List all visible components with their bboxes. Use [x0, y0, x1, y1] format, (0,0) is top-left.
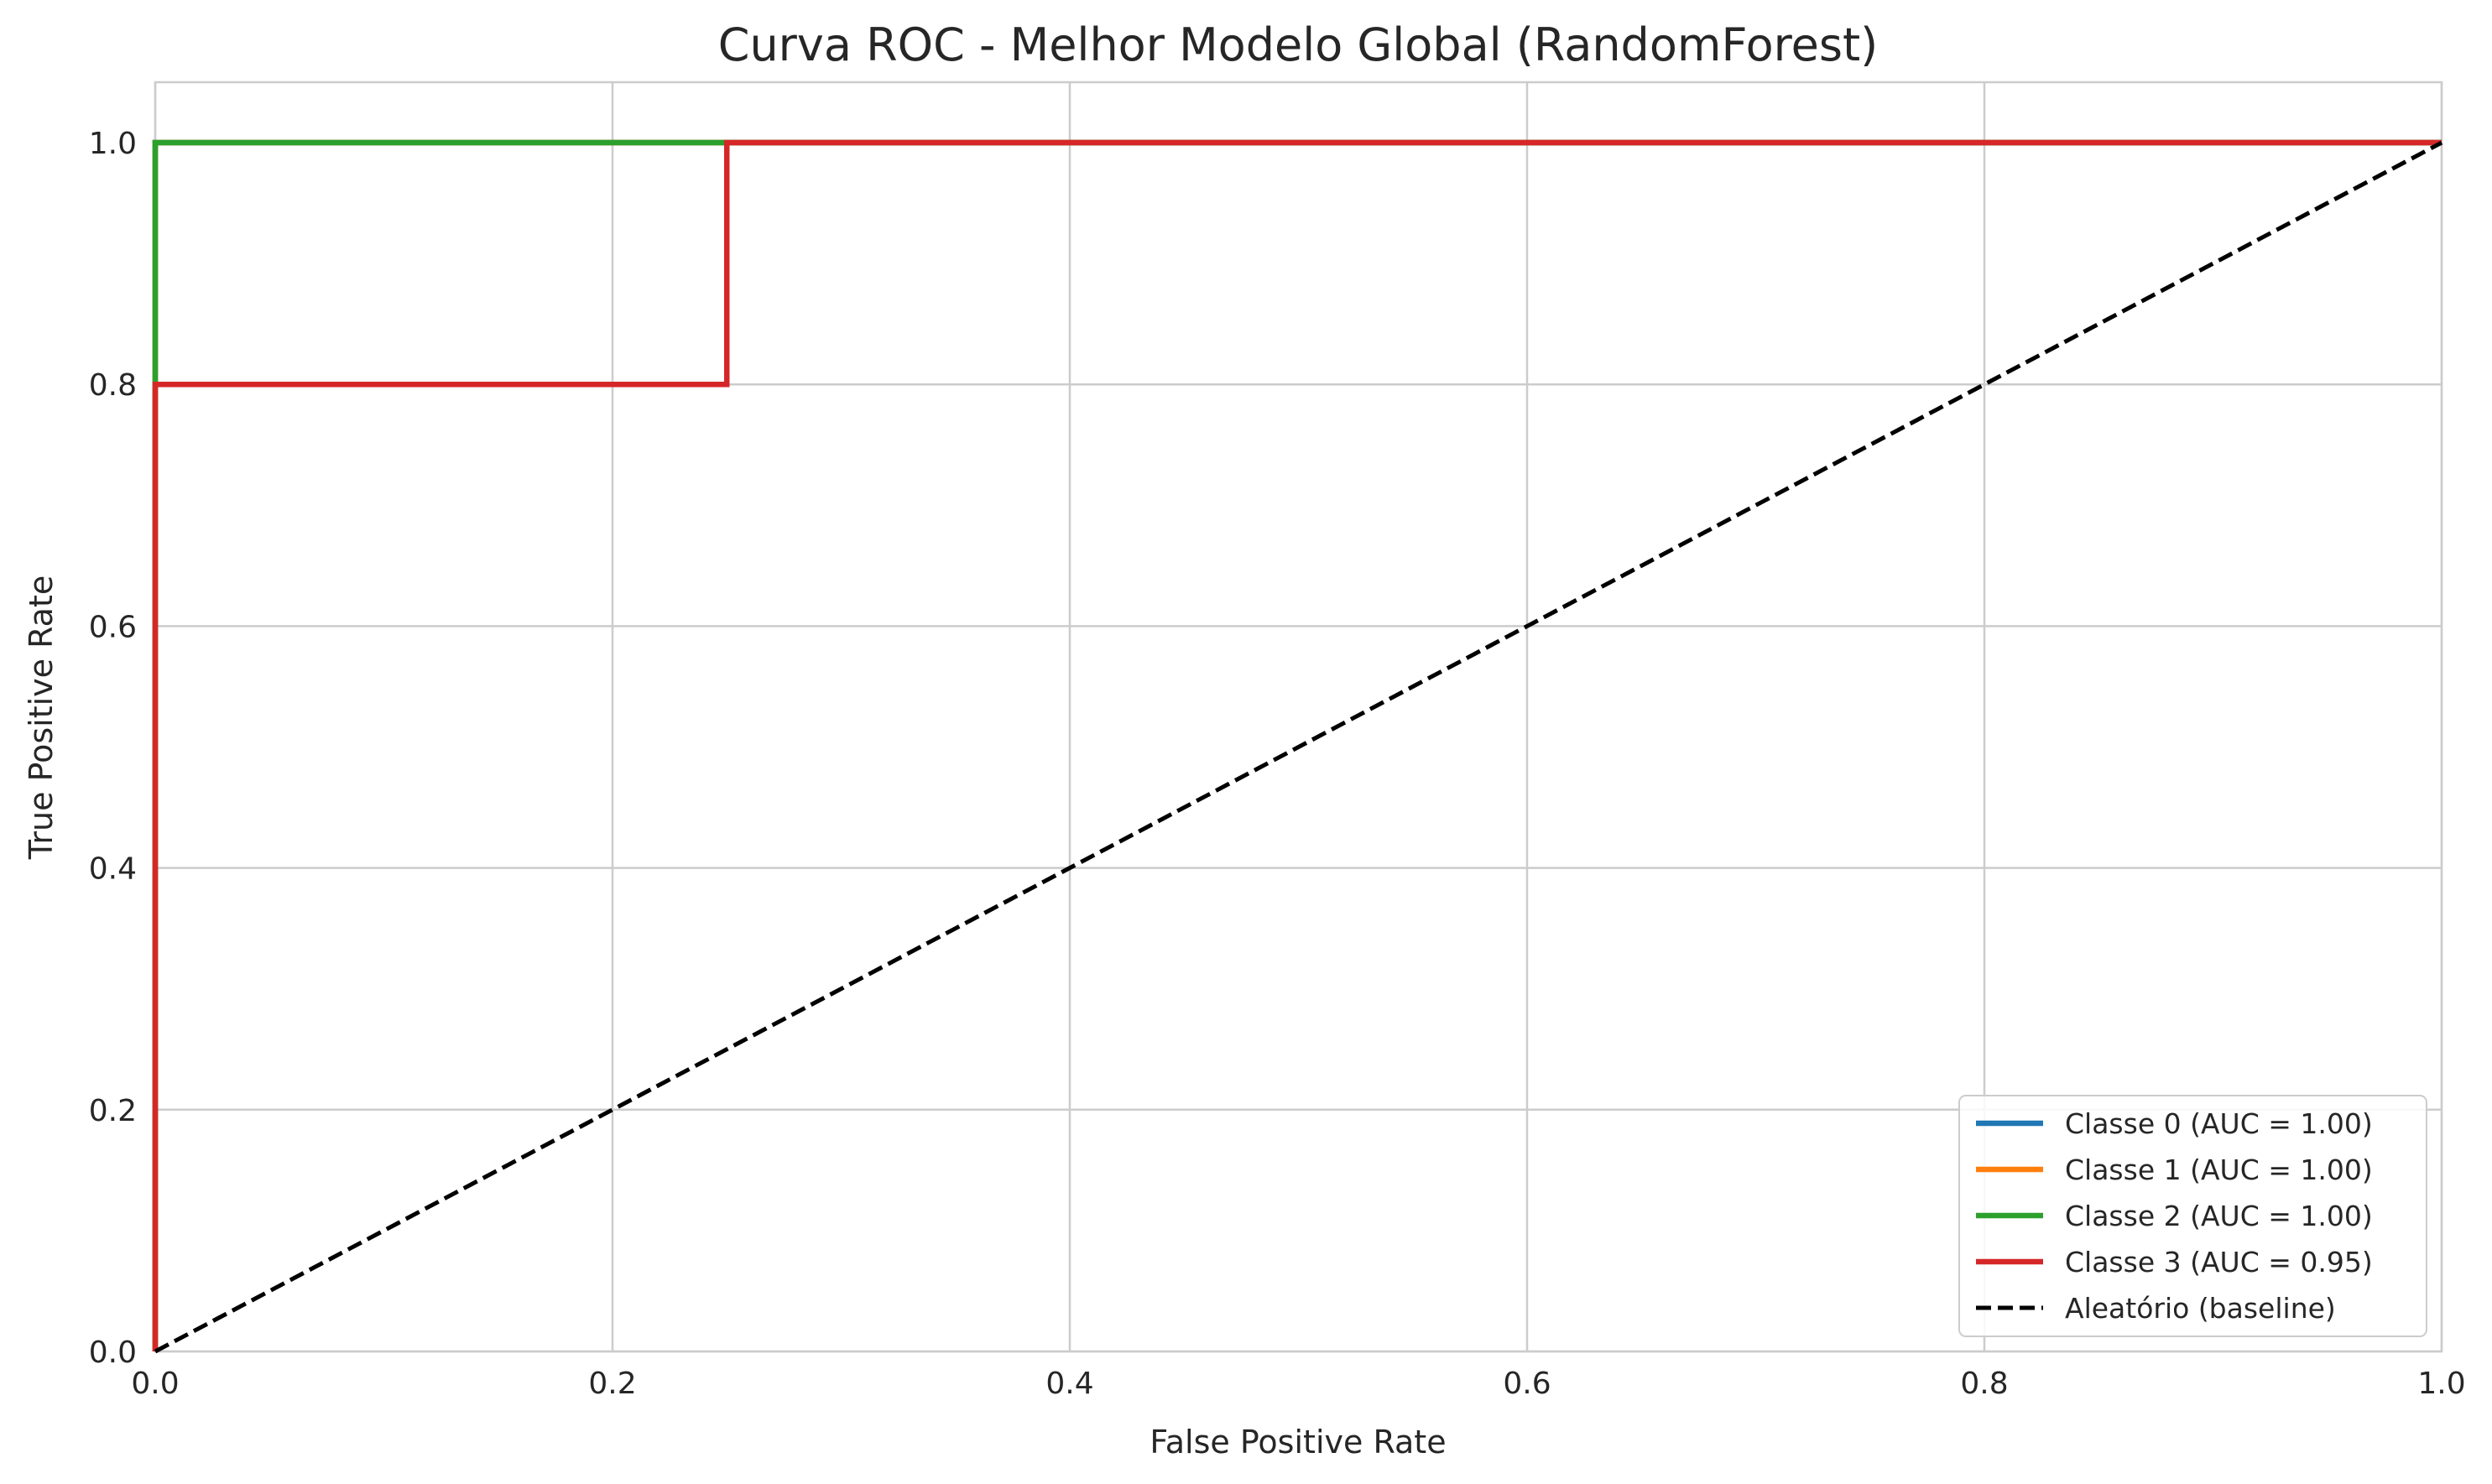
tick-labels: 0.0 0.2 0.4 0.6 0.8 1.0 0.0 0.2 0.4 0.6 0.8 1.0 [89, 127, 2466, 1401]
y-tick-label: 0.6 [89, 610, 137, 644]
chart-title: Curva ROC - Melhor Modelo Global (Random… [718, 18, 1879, 71]
series-layer [152, 139, 2443, 1354]
y-tick-label: 0.2 [89, 1094, 137, 1128]
legend-items: Classe 0 (AUC = 1.00) Classe 1 (AUC = 1.0… [1976, 1107, 2373, 1325]
legend: Classe 0 (AUC = 1.00) Classe 1 (AUC = 1.0… [1958, 1095, 2427, 1337]
x-tick-label: 1.0 [2417, 1367, 2465, 1401]
y-tick-label: 0.4 [89, 852, 137, 887]
series-line-4 [154, 140, 2443, 1354]
x-axis-label: False Positive Rate [1150, 1424, 1446, 1461]
legend-box [1958, 1095, 2427, 1337]
x-tick-label: 0.8 [1960, 1367, 2008, 1401]
x-tick-label: 0.6 [1503, 1367, 1551, 1401]
y-axis-label: True Positive Rate [23, 575, 60, 861]
legend-label-1: Classe 1 (AUC = 1.00) [2065, 1153, 2373, 1186]
legend-label-4: Aleatório (baseline) [2065, 1292, 2336, 1325]
series-line-3 [152, 139, 2442, 1351]
y-tick-label: 0.0 [89, 1336, 137, 1370]
legend-label-0: Classe 0 (AUC = 1.00) [2065, 1107, 2373, 1140]
y-tick-label: 0.8 [89, 368, 137, 403]
x-tick-label: 0.0 [131, 1367, 179, 1401]
y-tick-label: 1.0 [89, 127, 137, 161]
x-tick-label: 0.4 [1045, 1367, 1093, 1401]
x-tick-label: 0.2 [588, 1367, 636, 1401]
legend-label-2: Classe 2 (AUC = 1.00) [2065, 1200, 2373, 1232]
legend-label-3: Classe 3 (AUC = 0.95) [2065, 1246, 2373, 1278]
